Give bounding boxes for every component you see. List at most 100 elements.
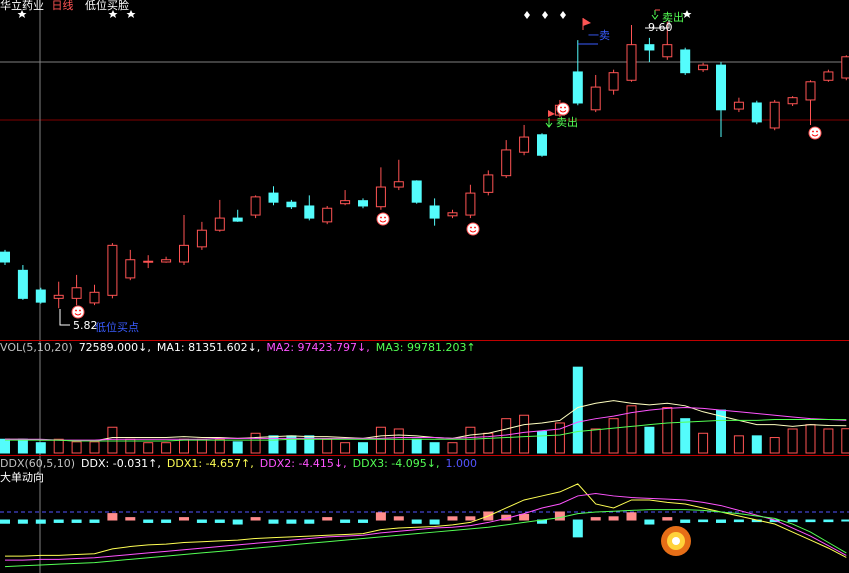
indicator-line bbox=[5, 400, 847, 442]
bar bbox=[626, 405, 637, 454]
candle-body bbox=[196, 229, 207, 248]
buy-label: 低位买点 bbox=[95, 320, 139, 334]
candle-body bbox=[411, 180, 422, 203]
bar bbox=[53, 438, 64, 454]
candle-body bbox=[232, 217, 243, 222]
bar bbox=[823, 519, 834, 523]
indicator-line bbox=[5, 407, 847, 441]
legend-entry: MA2: 97423.797↓, bbox=[266, 341, 369, 354]
candle-body bbox=[626, 44, 637, 81]
candle-body bbox=[680, 49, 691, 74]
bar bbox=[501, 418, 512, 454]
legend-entry: DDX(60,5,10) bbox=[0, 457, 75, 470]
candle-body bbox=[429, 205, 440, 219]
smiley bbox=[466, 222, 480, 236]
ddx-subtitle: 大单动向 bbox=[0, 470, 44, 484]
bar bbox=[751, 435, 762, 454]
candle-body bbox=[304, 205, 315, 219]
bar bbox=[554, 422, 565, 454]
bar bbox=[537, 431, 547, 454]
bar bbox=[519, 513, 530, 521]
bar bbox=[89, 441, 100, 454]
candle-body bbox=[286, 201, 297, 208]
bar bbox=[107, 426, 118, 454]
formula-name: 低位买脸 bbox=[85, 0, 129, 12]
bar bbox=[411, 519, 422, 524]
bar bbox=[161, 442, 172, 454]
candle-body bbox=[340, 200, 351, 205]
bar bbox=[179, 517, 189, 521]
bar bbox=[572, 519, 583, 538]
sell-flag bbox=[583, 18, 591, 26]
bar bbox=[358, 442, 368, 454]
bar bbox=[393, 516, 404, 521]
bar bbox=[268, 519, 279, 524]
bar bbox=[805, 424, 816, 454]
bar bbox=[71, 519, 82, 523]
legend-entry: DDX1: -4.657↑, bbox=[167, 457, 254, 470]
bar bbox=[232, 441, 243, 454]
ddx-legend: DDX(60,5,10) DDX: -0.031↑, DDX1: -4.657↑, D… bbox=[0, 457, 477, 470]
bar bbox=[447, 442, 458, 454]
candle-body bbox=[214, 217, 225, 231]
candle-body bbox=[125, 259, 136, 279]
bar bbox=[716, 519, 726, 523]
bar bbox=[554, 511, 565, 521]
bar bbox=[608, 418, 619, 454]
bar bbox=[769, 437, 780, 454]
bar bbox=[0, 519, 10, 524]
bar bbox=[250, 432, 261, 454]
candle-body bbox=[841, 56, 849, 79]
bar bbox=[447, 516, 458, 521]
bar bbox=[465, 426, 476, 454]
bar bbox=[680, 418, 691, 454]
candle-body bbox=[161, 259, 172, 263]
logo-center bbox=[672, 537, 680, 545]
legend-entry: DDX: -0.031↑, bbox=[81, 457, 161, 470]
smiley bbox=[808, 126, 822, 140]
legend-entry: 72589.000↓, bbox=[79, 341, 151, 354]
bar bbox=[358, 519, 368, 523]
bar bbox=[143, 519, 154, 523]
candle-body bbox=[519, 136, 530, 153]
candle-body bbox=[322, 207, 333, 223]
candle-body bbox=[71, 287, 82, 299]
bar bbox=[429, 442, 440, 454]
candle-body bbox=[179, 244, 189, 263]
diamond bbox=[524, 11, 530, 19]
candle-body bbox=[53, 294, 64, 299]
bar bbox=[179, 438, 189, 454]
bar bbox=[465, 516, 476, 521]
bar bbox=[375, 512, 386, 521]
sell-flag bbox=[548, 110, 555, 117]
bar bbox=[214, 519, 225, 523]
indicator-line bbox=[4, 509, 847, 568]
star bbox=[682, 10, 692, 18]
indicator-line bbox=[5, 419, 847, 442]
smiley bbox=[376, 212, 390, 226]
bar bbox=[662, 517, 673, 521]
bar bbox=[733, 519, 744, 523]
bar bbox=[805, 519, 816, 523]
bar bbox=[53, 519, 64, 523]
bar bbox=[519, 414, 530, 454]
bar bbox=[232, 519, 243, 525]
bar bbox=[268, 435, 279, 454]
candle-body bbox=[590, 86, 601, 111]
candle-body bbox=[393, 181, 404, 188]
candle-body bbox=[698, 64, 709, 71]
bar bbox=[644, 519, 655, 525]
indicator-line bbox=[5, 493, 847, 561]
volume-panel bbox=[0, 366, 849, 454]
high-pointer bbox=[645, 20, 670, 29]
bar bbox=[71, 441, 82, 454]
sell-label: 卖出 bbox=[662, 10, 684, 24]
bar bbox=[787, 519, 798, 523]
bar bbox=[590, 428, 601, 454]
bar bbox=[644, 426, 655, 454]
bar bbox=[304, 519, 315, 524]
volume-legend: VOL(5,10,20) 72589.000↓, MA1: 81351.602↓, M… bbox=[0, 341, 476, 354]
candle-body bbox=[751, 102, 762, 123]
chart-title: 华立药业 日线 低位买脸 bbox=[0, 0, 129, 12]
bar bbox=[841, 428, 849, 454]
